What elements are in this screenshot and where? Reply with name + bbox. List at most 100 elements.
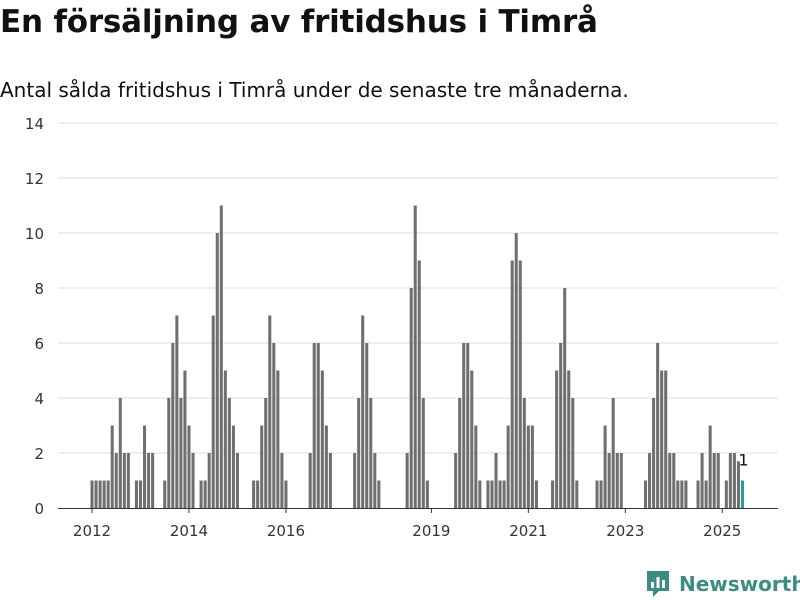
bar: [668, 453, 672, 508]
bar: [361, 315, 365, 508]
bar: [510, 260, 514, 508]
bar: [716, 453, 720, 508]
bar: [704, 480, 708, 508]
bar: [551, 480, 555, 508]
y-tick-label: 0: [34, 500, 44, 518]
bar: [595, 480, 599, 508]
bar: [534, 480, 538, 508]
bar: [256, 480, 260, 508]
bar: [486, 480, 490, 508]
bar: [357, 398, 361, 508]
bar: [215, 233, 219, 508]
bar: [736, 461, 740, 508]
bar-chart: 0 2 4 6 8 10 12 14 2012 2014 2016 2019 2021 2023 2025…: [25, 115, 778, 540]
x-tick-label: 2012: [73, 522, 111, 540]
bar: [268, 315, 272, 508]
bar: [466, 343, 470, 508]
bar: [514, 233, 518, 508]
bar: [700, 453, 704, 508]
bar: [365, 343, 369, 508]
y-tick-label: 10: [25, 225, 44, 243]
bar: [567, 370, 571, 508]
bar: [167, 398, 171, 508]
bar: [648, 453, 652, 508]
bar: [652, 398, 656, 508]
bar: [664, 370, 668, 508]
bar: [280, 453, 284, 508]
bar: [676, 480, 680, 508]
bar: [231, 425, 235, 508]
data-labels: 1: [738, 451, 748, 470]
bar: [223, 370, 227, 508]
x-tick-label: 2019: [412, 522, 450, 540]
bar: [175, 315, 179, 508]
bar: [409, 288, 413, 508]
y-tick-label: 14: [25, 115, 44, 133]
bar: [114, 453, 118, 508]
bar: [413, 205, 417, 508]
bar: [106, 480, 110, 508]
bar: [474, 425, 478, 508]
bar: [643, 480, 648, 508]
y-tick-label: 8: [34, 280, 44, 298]
bar: [518, 260, 522, 508]
bar: [470, 370, 474, 508]
brand-logo: Newsworthy: [645, 569, 800, 599]
bar: [284, 480, 288, 508]
bar: [183, 370, 187, 508]
bar: [607, 453, 611, 508]
bar: [171, 343, 175, 508]
bar: [732, 453, 736, 508]
bar: [179, 398, 183, 508]
bar: [328, 453, 332, 508]
y-tick-label: 12: [25, 170, 44, 188]
bar: [728, 453, 732, 508]
bar: [151, 453, 155, 508]
bar: [316, 343, 320, 508]
x-tick-label: 2014: [170, 522, 208, 540]
bar: [490, 480, 494, 508]
latest-value-label: 1: [738, 451, 748, 470]
bar: [425, 480, 429, 508]
bar: [187, 425, 191, 508]
bar: [680, 480, 684, 508]
bar: [235, 453, 239, 508]
bar: [98, 480, 102, 508]
bar: [417, 260, 421, 508]
bar: [147, 453, 151, 508]
bar: [615, 453, 619, 508]
bar: [264, 398, 268, 508]
bar: [207, 453, 211, 508]
bar: [260, 425, 264, 508]
bar: [712, 453, 716, 508]
bar: [672, 453, 676, 508]
bar: [619, 453, 623, 508]
bar: [134, 480, 138, 508]
bar: [203, 480, 207, 508]
bar: [708, 425, 712, 508]
bar: [94, 480, 98, 508]
chart-subtitle: Antal sålda fritidshus i Timrå under de …: [0, 78, 629, 102]
bars: [90, 205, 744, 508]
bar: [143, 425, 147, 508]
y-tick-label: 4: [34, 390, 44, 408]
bar: [696, 480, 700, 508]
bar: [373, 453, 377, 508]
bar: [110, 425, 114, 508]
x-axis-ticks: 2012 2014 2016 2019 2021 2023 2025: [73, 508, 741, 540]
bar: [191, 453, 195, 508]
x-tick-label: 2025: [703, 522, 741, 540]
bar: [252, 480, 256, 508]
x-tick-label: 2016: [267, 522, 305, 540]
bar: [724, 480, 728, 508]
y-axis-ticks: 0 2 4 6 8 10 12 14: [25, 115, 44, 518]
bar: [530, 425, 534, 508]
bar: [219, 205, 223, 508]
bar: [276, 370, 280, 508]
bar: [312, 343, 316, 508]
bar: [163, 480, 167, 508]
bar: [324, 425, 328, 508]
bar: [522, 398, 526, 508]
bar: [369, 398, 373, 508]
bar: [563, 288, 567, 508]
